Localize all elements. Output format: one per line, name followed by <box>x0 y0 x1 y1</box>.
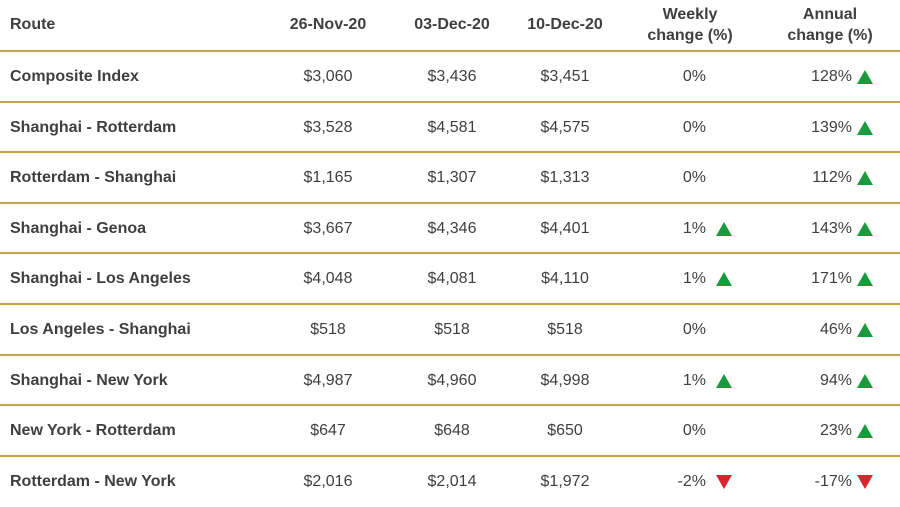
rate-date-2: $2,014 <box>427 472 477 490</box>
table-header: Route 26-Nov-20 03-Dec-20 10-Dec-20 Week… <box>0 0 900 50</box>
row-divider <box>0 454 900 457</box>
rate-date-2: $4,960 <box>427 371 477 389</box>
route-name: Composite Index <box>10 68 139 85</box>
annual-change-value: 139% <box>811 118 852 136</box>
header-route: Route <box>10 16 56 33</box>
row-divider <box>0 404 900 407</box>
rate-date-3: $650 <box>547 422 583 440</box>
row-divider <box>0 252 900 255</box>
table-row: Shanghai - New York $4,987 $4,960 $4,998 1% 9… <box>0 356 900 406</box>
header-date-2: 03-Dec-20 <box>414 16 490 33</box>
weekly-change-value: 1% <box>682 219 706 237</box>
row-divider <box>0 353 900 356</box>
annual-change-value: 46% <box>819 321 852 338</box>
rate-date-1: $2,016 <box>303 472 353 490</box>
header-annual-change: Annual change (%) <box>770 0 890 50</box>
weekly-change-value: 0% <box>682 118 706 136</box>
rate-date-2: $4,346 <box>427 219 477 237</box>
table-row: New York - Rotterdam $647 $648 $650 0% 23% <box>0 406 900 456</box>
row-divider <box>0 151 900 154</box>
rate-date-2: $4,581 <box>427 118 477 136</box>
header-weekly-line1: Weekly <box>662 6 718 23</box>
arrow-down-icon <box>857 474 873 489</box>
route-name: Shanghai - Rotterdam <box>10 118 177 136</box>
arrow-up-icon <box>716 272 732 287</box>
weekly-change-value: 0% <box>682 169 706 187</box>
rate-date-2: $4,081 <box>427 270 477 288</box>
route-name: New York - Rotterdam <box>10 422 176 440</box>
annual-change-value: -17% <box>814 472 852 490</box>
table-row: Shanghai - Genoa $3,667 $4,346 $4,401 1% 143% <box>0 204 900 254</box>
arrow-up-icon <box>716 373 732 388</box>
rate-date-3: $1,313 <box>540 169 590 187</box>
rate-date-3: $1,972 <box>540 472 590 490</box>
annual-change-value: 128% <box>811 68 852 85</box>
arrow-up-icon <box>857 424 873 439</box>
rate-date-1: $647 <box>310 422 346 440</box>
weekly-change-value: 0% <box>682 422 706 440</box>
header-date-3: 10-Dec-20 <box>527 16 603 33</box>
row-divider <box>0 201 900 204</box>
rate-date-1: $4,048 <box>303 270 353 288</box>
arrow-up-icon <box>857 373 873 388</box>
header-weekly-line2: change (%) <box>647 27 733 44</box>
arrow-up-icon <box>857 221 873 236</box>
annual-change-value: 171% <box>811 270 852 288</box>
table-row: Rotterdam - Shanghai $1,165 $1,307 $1,313 0%… <box>0 153 900 203</box>
weekly-change-value: 1% <box>682 371 706 389</box>
row-divider <box>0 100 900 103</box>
rate-date-1: $3,060 <box>303 68 353 85</box>
route-name: Rotterdam - Shanghai <box>10 169 177 187</box>
rate-date-3: $4,998 <box>540 371 590 389</box>
arrow-down-icon <box>716 474 732 489</box>
header-annual-line2: change (%) <box>787 27 873 44</box>
arrow-up-icon <box>857 171 873 186</box>
arrow-up-icon <box>857 120 873 135</box>
rate-date-3: $4,401 <box>540 219 590 237</box>
table-row: Rotterdam - New York $2,016 $2,014 $1,972 -2… <box>0 457 900 507</box>
header-weekly-change: Weekly change (%) <box>630 0 750 50</box>
rate-date-3: $4,575 <box>540 118 590 136</box>
rate-date-3: $518 <box>547 321 583 338</box>
rate-date-2: $3,436 <box>427 68 477 85</box>
route-name: Shanghai - New York <box>10 371 168 389</box>
header-date-1: 26-Nov-20 <box>289 16 367 33</box>
weekly-change-value: -2% <box>677 472 706 490</box>
rate-date-3: $4,110 <box>541 270 589 288</box>
arrow-up-icon <box>857 272 873 287</box>
arrow-up-icon <box>857 70 873 84</box>
rate-date-1: $3,667 <box>303 219 353 237</box>
rate-date-1: $3,528 <box>303 118 353 136</box>
annual-change-value: 143% <box>811 219 852 237</box>
rate-date-1: $4,987 <box>303 371 353 389</box>
weekly-change-value: 0% <box>682 68 706 85</box>
rate-date-3: $3,451 <box>540 68 590 85</box>
rate-date-1: $1,165 <box>303 169 353 187</box>
annual-change-value: 94% <box>819 371 852 389</box>
table-row: Composite Index $3,060 $3,436 $3,451 0% 128% <box>0 52 900 102</box>
route-name: Shanghai - Los Angeles <box>10 270 191 288</box>
rate-date-2: $518 <box>434 321 470 338</box>
rate-date-2: $648 <box>434 422 470 440</box>
row-divider <box>0 50 900 52</box>
table-row: Shanghai - Los Angeles $4,048 $4,081 $4,110… <box>0 254 900 304</box>
route-name: Shanghai - Genoa <box>10 219 147 237</box>
route-name: Rotterdam - New York <box>10 472 176 490</box>
rate-date-1: $518 <box>310 321 346 338</box>
weekly-change-value: 0% <box>682 321 706 338</box>
table-row: Los Angeles - Shanghai $518 $518 $518 0% 46% <box>0 305 900 355</box>
weekly-change-value: 1% <box>682 270 706 288</box>
row-divider <box>0 303 900 305</box>
arrow-up-icon <box>857 323 873 337</box>
route-name: Los Angeles - Shanghai <box>10 321 191 338</box>
header-annual-line1: Annual <box>802 6 858 23</box>
annual-change-value: 23% <box>819 422 852 440</box>
rate-date-2: $1,307 <box>427 169 477 187</box>
table-row: Shanghai - Rotterdam $3,528 $4,581 $4,575 0%… <box>0 103 900 153</box>
arrow-up-icon <box>716 221 732 236</box>
annual-change-value: 112% <box>812 169 852 187</box>
